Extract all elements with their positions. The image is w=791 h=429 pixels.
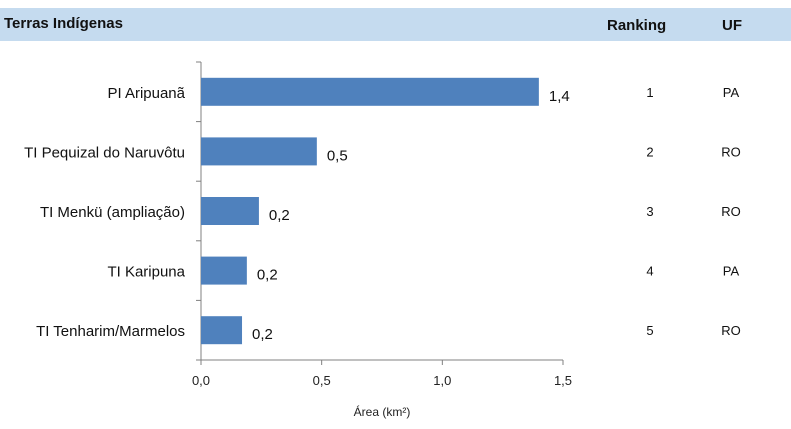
column-header-uf: UF xyxy=(722,17,742,34)
bar xyxy=(201,256,247,285)
bar xyxy=(201,77,539,106)
bar-value-label: 0,2 xyxy=(252,326,273,343)
uf-value: RO xyxy=(721,204,741,219)
category-label: TI Karipuna xyxy=(107,264,185,281)
column-header-ranking: Ranking xyxy=(607,17,667,34)
ranking-value: 4 xyxy=(646,264,653,279)
uf-value: RO xyxy=(721,323,741,338)
x-tick-label: 0,5 xyxy=(313,373,331,388)
bar-value-label: 0,2 xyxy=(269,207,290,224)
category-label: PI Aripuanã xyxy=(107,85,185,102)
uf-value: RO xyxy=(721,144,741,159)
bar-value-label: 0,5 xyxy=(327,147,348,164)
header-band xyxy=(0,8,791,41)
x-axis-title: Área (km²) xyxy=(354,404,411,419)
bar xyxy=(201,316,243,345)
column-header-terras-indigenas: Terras Indígenas xyxy=(4,15,123,32)
bar xyxy=(201,137,317,166)
ranking-value: 3 xyxy=(646,204,653,219)
bar xyxy=(201,197,259,225)
ranking-value: 1 xyxy=(646,85,653,100)
category-label: TI Pequizal do Naruvôtu xyxy=(24,144,185,161)
x-tick-label: 0,0 xyxy=(192,373,210,388)
bar-value-label: 0,2 xyxy=(257,267,278,284)
category-label: TI Menkü (ampliação) xyxy=(40,204,185,221)
x-tick-label: 1,0 xyxy=(433,373,451,388)
x-tick-label: 1,5 xyxy=(554,373,572,388)
bar-value-label: 1,4 xyxy=(549,88,570,105)
ranking-value: 5 xyxy=(646,323,653,338)
uf-value: PA xyxy=(723,264,740,279)
ranking-value: 2 xyxy=(646,144,653,159)
uf-value: PA xyxy=(723,85,740,100)
category-label: TI Tenharim/Marmelos xyxy=(36,323,185,340)
